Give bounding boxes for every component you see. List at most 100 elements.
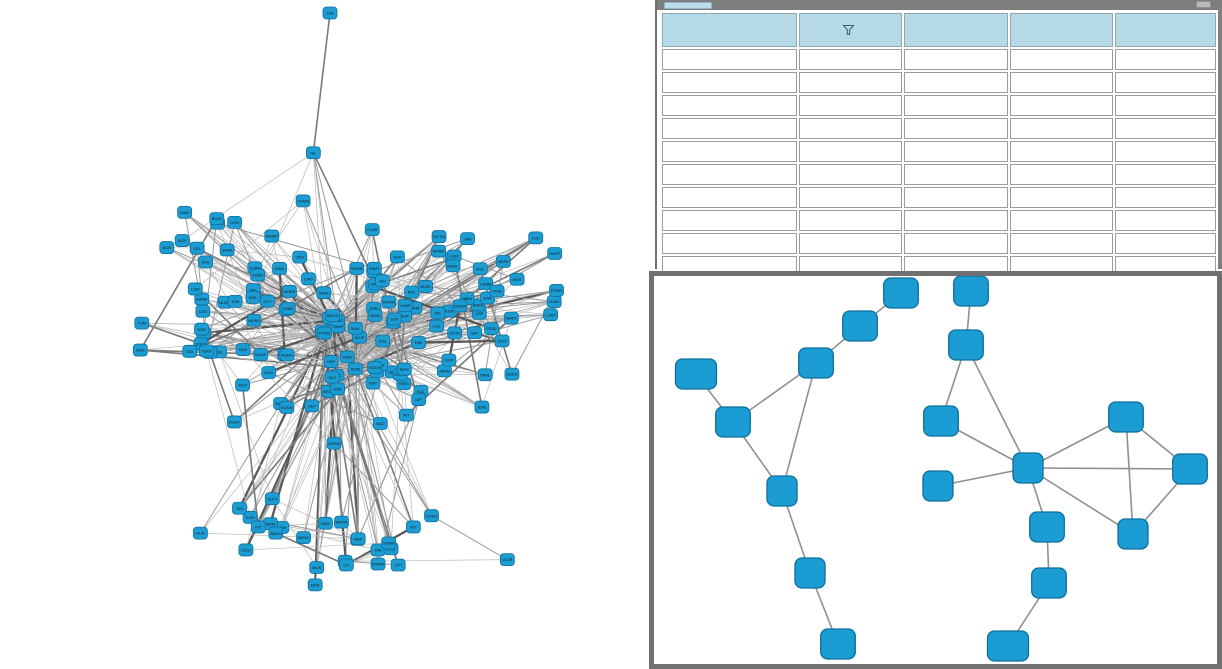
network-edge[interactable] [217, 222, 375, 269]
network-node[interactable]: POKR [549, 283, 564, 297]
network-edge[interactable] [209, 352, 236, 423]
network-node[interactable]: RIT [405, 520, 421, 534]
network-node-s-m[interactable] [766, 475, 798, 507]
network-edge[interactable] [331, 322, 394, 378]
network-edge[interactable] [399, 374, 414, 527]
network-node[interactable]: CEMM [295, 194, 311, 208]
network-edge[interactable] [239, 375, 338, 509]
network-node[interactable]: CINB [489, 284, 505, 298]
table-cell[interactable] [904, 164, 1009, 185]
table-cell[interactable] [1115, 95, 1216, 116]
network-node[interactable]: RIT [398, 408, 414, 422]
table-cell[interactable] [1010, 164, 1114, 185]
network-node[interactable]: GUP [390, 250, 405, 264]
table-cell[interactable] [1115, 233, 1216, 254]
network-node[interactable]: JAMM [437, 364, 452, 378]
network-edge[interactable] [219, 308, 289, 353]
table-cell[interactable] [1115, 141, 1216, 162]
table-cell[interactable] [662, 141, 798, 162]
network-node-miwe[interactable] [820, 628, 856, 660]
network-node[interactable]: SUK [386, 312, 402, 326]
network-edge[interactable] [781, 362, 817, 492]
network-edge[interactable] [355, 229, 373, 329]
network-edge[interactable] [249, 332, 325, 518]
table-cell[interactable] [799, 49, 903, 70]
network-node[interactable]: SASR [219, 243, 235, 257]
network-edge[interactable] [390, 374, 401, 549]
network-node[interactable]: MOK [307, 578, 323, 592]
network-edge[interactable] [268, 327, 356, 373]
network-node[interactable]: DIKN [272, 262, 287, 275]
network-node-noph[interactable] [798, 347, 834, 379]
network-node[interactable]: BENG [296, 531, 311, 545]
network-edge[interactable] [965, 344, 1029, 469]
table-cell[interactable] [1115, 49, 1216, 70]
network-node[interactable]: GUWP [381, 536, 397, 550]
network-node[interactable]: SIBB [132, 343, 148, 357]
network-node[interactable]: JERL [474, 400, 490, 414]
network-edge[interactable] [141, 322, 332, 362]
network-node[interactable]: DAPP [547, 247, 563, 260]
network-node[interactable]: KUNP [253, 348, 269, 361]
table-cell[interactable] [1010, 233, 1114, 254]
network-node[interactable]: CIRP [441, 353, 457, 367]
network-node[interactable]: DIJD [242, 510, 258, 524]
network-node-s-g[interactable] [922, 470, 954, 502]
network-edge[interactable] [345, 559, 508, 562]
network-node[interactable]: SOBG [250, 268, 266, 282]
network-node[interactable]: GIS [232, 501, 247, 515]
network-edge[interactable] [268, 336, 360, 374]
network-node[interactable]: CUJR [364, 223, 380, 237]
network-edge[interactable] [382, 340, 483, 408]
network-edge[interactable] [357, 399, 420, 540]
table-cell[interactable] [799, 210, 903, 231]
network-node[interactable]: SUJ [324, 370, 340, 384]
network-node[interactable]: TUM [134, 316, 150, 330]
table-cell[interactable] [1115, 187, 1216, 208]
network-node[interactable]: WIMT [366, 261, 382, 275]
network-node-claji[interactable] [674, 358, 718, 390]
table-cell[interactable] [799, 118, 903, 139]
network-node[interactable]: GISL [375, 334, 391, 348]
network-node-kedr[interactable] [923, 405, 959, 437]
network-edge[interactable] [242, 292, 325, 386]
network-node[interactable]: GUSG [424, 509, 439, 523]
network-edge[interactable] [206, 350, 251, 518]
table-cell[interactable] [904, 210, 1009, 231]
network-node-kawa[interactable] [1029, 511, 1065, 543]
network-edge[interactable] [337, 388, 381, 424]
network-node[interactable]: BUJK [209, 212, 225, 225]
network-node-sabe[interactable] [842, 310, 878, 342]
network-node[interactable]: LIT [338, 558, 354, 572]
network-edge[interactable] [275, 532, 347, 566]
table-cell[interactable] [799, 187, 903, 208]
column-header[interactable] [1010, 13, 1114, 47]
network-node[interactable]: MIDB [367, 309, 383, 322]
network-edge[interactable] [354, 236, 440, 370]
network-node[interactable]: NORB [282, 285, 297, 298]
network-node[interactable]: ROM [347, 362, 363, 376]
network-edge[interactable] [328, 391, 389, 544]
network-node[interactable]: NONB [349, 262, 365, 275]
network-node[interactable]: DIP [411, 393, 427, 406]
network-node[interactable]: JUMP [397, 299, 413, 312]
network-edge[interactable] [219, 351, 273, 499]
network-node[interactable]: WAM [316, 286, 332, 300]
network-edge[interactable] [271, 498, 318, 568]
network-node[interactable]: MEPB [495, 255, 511, 268]
network-edge[interactable] [184, 212, 287, 311]
network-edge[interactable] [418, 332, 475, 344]
network-node[interactable]: MAS [318, 516, 333, 530]
table-cell[interactable] [1115, 118, 1216, 139]
network-node[interactable]: MOP [174, 234, 190, 247]
network-node[interactable]: CITT [390, 558, 406, 572]
network-node[interactable]: JOST [494, 334, 510, 348]
table-cell[interactable] [1115, 210, 1216, 231]
network-edge[interactable] [333, 442, 414, 528]
network-node[interactable]: LOD [528, 231, 544, 245]
network-node[interactable]: LUG [429, 319, 444, 333]
network-node[interactable]: GUW [546, 295, 562, 309]
network-node-pco[interactable] [1117, 518, 1149, 550]
network-node[interactable]: SAT [467, 326, 483, 340]
network-node[interactable]: LESR [499, 553, 515, 567]
